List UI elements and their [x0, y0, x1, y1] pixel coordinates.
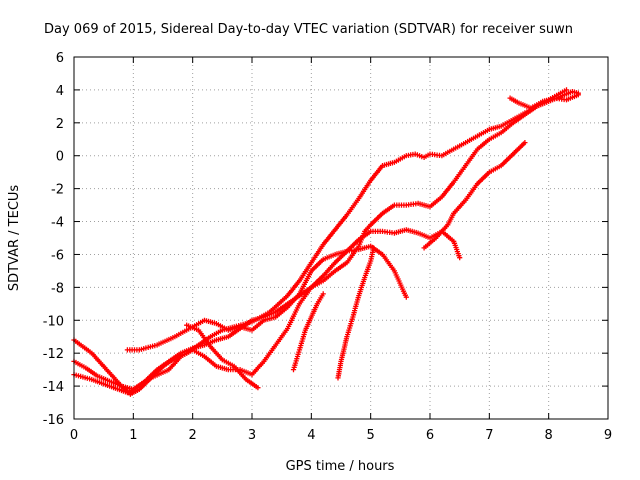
y-tick-label: -6: [51, 248, 64, 263]
series-track-6: [290, 291, 326, 373]
chart-title: Day 069 of 2015, Sidereal Day-to-day VTE…: [44, 22, 573, 37]
series-track-1: [71, 89, 581, 397]
series-markers: [290, 291, 326, 373]
series-markers: [71, 89, 581, 397]
y-tick-label: -4: [51, 216, 64, 231]
x-axis: 0 1 2 3 4 5 6 7 8 9: [70, 57, 612, 443]
y-axis-label: SDTVAR / TECUs: [7, 185, 22, 292]
y-tick-label: -10: [43, 314, 64, 329]
series-markers: [421, 140, 528, 251]
x-tick-label: 0: [70, 428, 78, 443]
x-tick-label: 8: [545, 428, 553, 443]
x-axis-label: GPS time / hours: [286, 459, 395, 474]
series-markers: [71, 227, 463, 396]
series-markers: [184, 322, 261, 391]
series-track-3: [71, 227, 463, 396]
y-tick-label: 4: [56, 84, 64, 99]
series-line: [73, 89, 567, 391]
series-markers: [507, 92, 581, 111]
y-tick-label: -12: [43, 347, 64, 362]
series-track-8: [421, 140, 528, 251]
x-tick-label: 2: [189, 428, 197, 443]
grid-lines: [74, 57, 608, 419]
x-tick-label: 4: [307, 428, 315, 443]
series-track-4: [124, 243, 409, 353]
x-tick-label: 7: [485, 428, 493, 443]
y-tick-label: -8: [51, 281, 64, 296]
series-track-9: [507, 92, 581, 111]
x-tick-label: 9: [604, 428, 612, 443]
series-track-5: [184, 322, 261, 391]
y-tick-label: -2: [51, 183, 64, 198]
x-tick-label: 1: [129, 428, 137, 443]
y-axis: -16 -14 -12 -10 -8 -6 -4 -2 0 2 4 6: [43, 51, 608, 428]
series-track-7: [335, 245, 377, 381]
plot-frame: [73, 56, 609, 420]
x-tick-label: 3: [248, 428, 256, 443]
series-markers: [335, 245, 377, 381]
series-line: [127, 245, 407, 351]
y-tick-label: 0: [56, 150, 64, 165]
series-layer: [71, 87, 581, 397]
y-tick-label: 6: [56, 51, 64, 66]
x-tick-label: 5: [367, 428, 375, 443]
y-tick-label: -16: [43, 413, 64, 428]
series-markers: [124, 243, 409, 353]
y-tick-label: -14: [43, 380, 64, 395]
y-tick-label: 2: [56, 117, 64, 132]
x-tick-label: 6: [426, 428, 434, 443]
